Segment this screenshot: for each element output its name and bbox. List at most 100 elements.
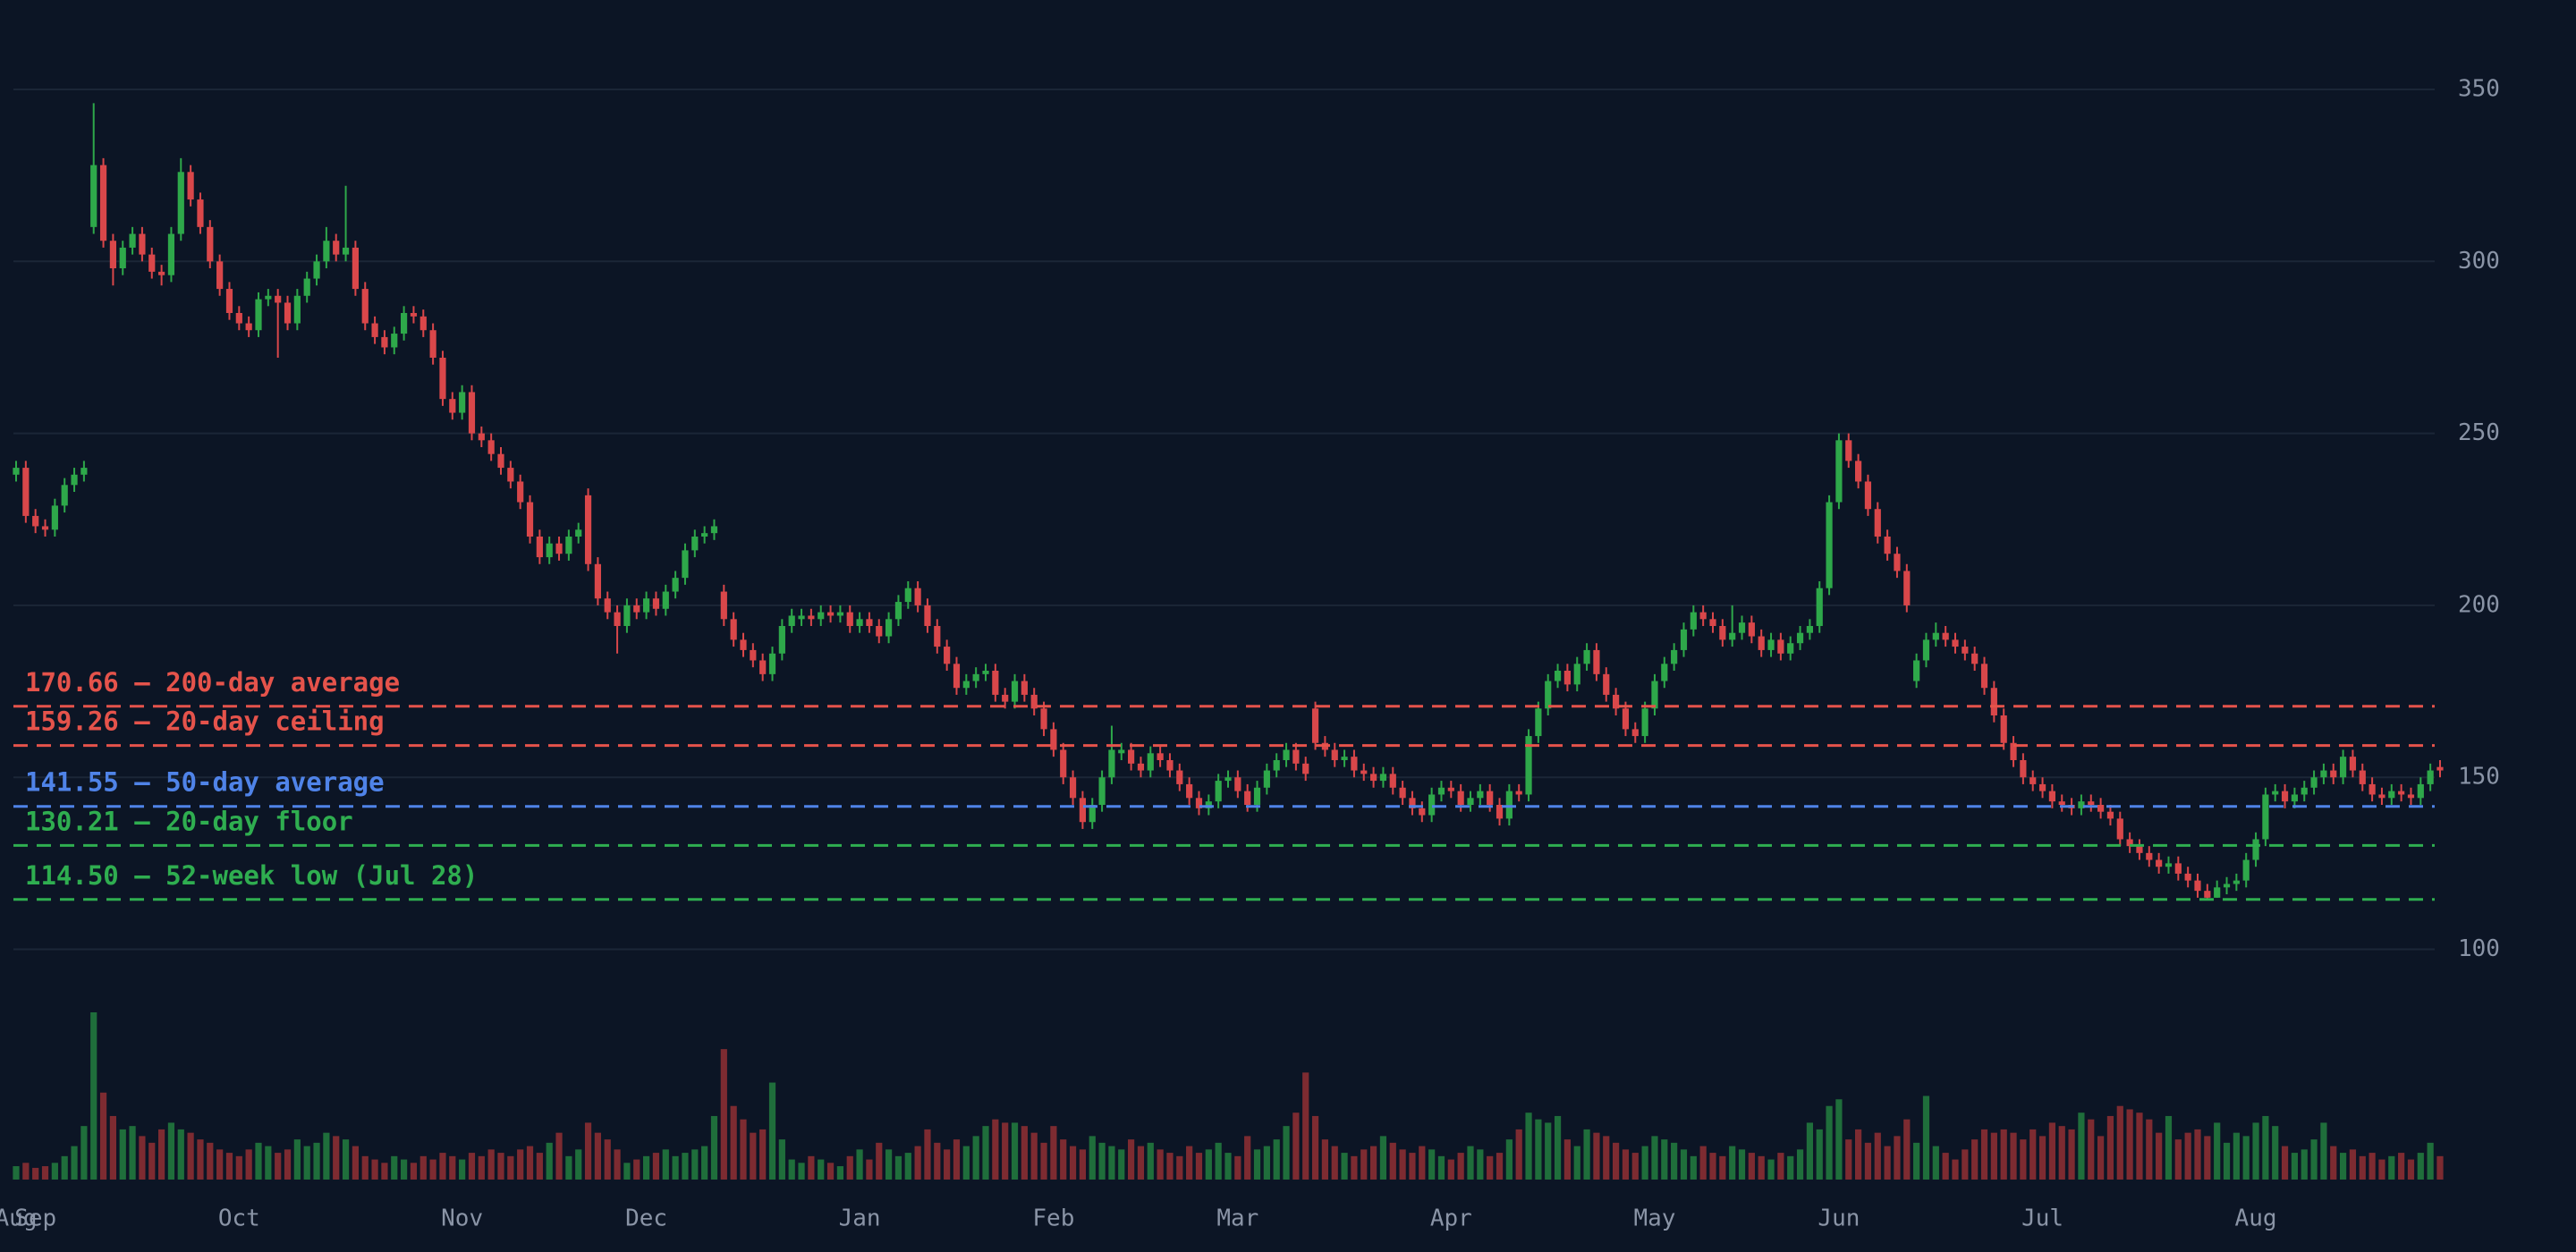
candle-body [2310, 777, 2318, 788]
candle-body [944, 647, 951, 664]
volume-bar [944, 1149, 951, 1180]
candle-body [1990, 688, 1997, 715]
candle-body [507, 468, 514, 482]
reference-label: 159.26 — 20-day ceiling [25, 706, 385, 737]
volume-bar [313, 1142, 320, 1180]
volume-bar [410, 1163, 418, 1180]
candle-body [2194, 880, 2201, 892]
volume-bar [1447, 1159, 1454, 1180]
candle-body [2146, 852, 2153, 860]
candle-body [808, 615, 815, 620]
volume-bar [691, 1149, 699, 1180]
volume-bar [1060, 1139, 1067, 1180]
candle-body [1437, 787, 1445, 795]
candle-body [962, 681, 970, 689]
volume-bar [2165, 1115, 2173, 1180]
volume-bar [13, 1166, 20, 1180]
candle-body [1108, 749, 1115, 778]
y-tick-label: 100 [2458, 935, 2500, 962]
volume-bar [575, 1149, 582, 1180]
volume-bar [720, 1049, 727, 1180]
volume-bar [2340, 1153, 2347, 1180]
volume-bar [1980, 1129, 1988, 1180]
volume-bar [90, 1012, 97, 1180]
x-tick-label: May [1633, 1205, 1675, 1232]
candle-body [129, 233, 136, 248]
volume-bar [1942, 1153, 1949, 1180]
candle-body [778, 626, 785, 654]
volume-bar [2301, 1149, 2308, 1180]
volume-bar [1021, 1126, 1028, 1180]
candle-body [623, 605, 631, 626]
volume-bar [1631, 1153, 1639, 1180]
volume-bar [555, 1132, 563, 1180]
candle-body [80, 468, 88, 475]
volume-bar [536, 1153, 543, 1180]
volume-bar [1729, 1146, 1736, 1180]
candle-body [459, 392, 466, 413]
candle-body [1128, 749, 1135, 764]
volume-bar [2010, 1132, 2017, 1180]
candle-body [1186, 783, 1193, 799]
x-tick-label: Dec [625, 1205, 667, 1232]
candle-body [2301, 787, 2308, 795]
volume-bar [953, 1139, 961, 1180]
candle-body [768, 653, 776, 674]
candle-body [1690, 612, 1697, 630]
y-tick-label: 350 [2458, 76, 2500, 103]
volume-bar [604, 1139, 611, 1180]
candle-body [265, 295, 272, 300]
volume-bar [768, 1082, 776, 1180]
volume-bar [1079, 1149, 1086, 1180]
candle-body [1011, 681, 1019, 702]
volume-bar [216, 1149, 224, 1180]
candle-body [275, 295, 282, 303]
candle-body [1980, 664, 1988, 689]
candle-body [594, 563, 601, 599]
volume-bar [2242, 1136, 2250, 1180]
candle-body [846, 612, 853, 626]
volume-bar [623, 1163, 631, 1180]
candle-body [710, 526, 718, 534]
volume-bar [284, 1149, 292, 1180]
candle-body [1777, 639, 1784, 654]
volume-bar [1535, 1119, 1542, 1180]
volume-bar [2088, 1119, 2095, 1180]
candle-body [672, 578, 679, 592]
volume-bar [80, 1126, 88, 1180]
volume-bar [41, 1166, 49, 1180]
candle-body [992, 671, 999, 695]
candle-body [2184, 873, 2191, 881]
x-tick-label: Aug [0, 1205, 37, 1232]
candle-body [1816, 588, 1823, 626]
candle-body [1447, 787, 1454, 791]
candle-body [750, 649, 757, 661]
candle-body [2233, 880, 2240, 884]
candle-body [381, 336, 388, 348]
candle-body [2038, 783, 2046, 791]
candle-body [1157, 753, 1164, 760]
volume-bar [245, 1149, 252, 1180]
candle-body [1864, 481, 1872, 510]
volume-bar [2058, 1126, 2065, 1180]
volume-bar [478, 1155, 485, 1180]
candle-body [1399, 787, 1406, 799]
candle-body [914, 588, 921, 605]
candle-body [487, 440, 495, 454]
candle-body [836, 612, 843, 616]
volume-bar [497, 1153, 504, 1180]
candle-body [2126, 839, 2133, 847]
candle-body [1370, 774, 1377, 782]
volume-bar [1845, 1139, 1852, 1180]
volume-bar [1971, 1139, 1979, 1180]
candle-body [1855, 461, 1862, 482]
volume-bar [1311, 1115, 1319, 1180]
candle-body [293, 295, 301, 324]
candle-body [1137, 763, 1145, 771]
volume-bar [1477, 1149, 1484, 1180]
candle-body [2106, 811, 2114, 819]
candle-body [1409, 798, 1416, 808]
candle-body [468, 392, 476, 434]
candle-body [1748, 622, 1755, 637]
volume-bar [1457, 1153, 1464, 1180]
